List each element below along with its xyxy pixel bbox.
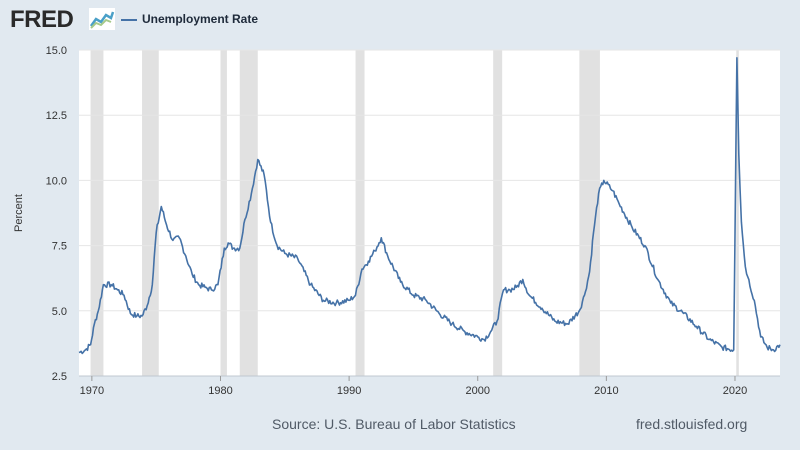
x-tick-label: 1970 xyxy=(80,385,104,397)
recession-band xyxy=(579,50,600,376)
series-layer xyxy=(78,56,781,355)
recession-band xyxy=(239,50,258,376)
recession-band xyxy=(90,50,104,376)
x-tick-label: 2000 xyxy=(465,385,489,397)
y-tick-label: 7.5 xyxy=(52,241,67,253)
y-tick-label: 12.5 xyxy=(46,110,67,122)
x-tick-label: 2010 xyxy=(594,385,618,397)
x-tick-label: 1990 xyxy=(337,385,361,397)
axes: 2.5 5.0 7.5 10.0 12.5 15.0 1970 1980 1990 2000 201… xyxy=(13,45,780,397)
source-note: Source: U.S. Bureau of Labor Statistics xyxy=(272,416,516,432)
y-tick-label: 10.0 xyxy=(46,175,67,187)
x-tick-label: 1980 xyxy=(208,385,232,397)
chart-header: FRED Unemployment Rate xyxy=(0,0,800,40)
fred-logo: FRED xyxy=(10,6,74,33)
y-tick-label: 5.0 xyxy=(52,306,67,318)
legend-line-swatch xyxy=(121,19,137,21)
series-line-unemployment-rate[interactable] xyxy=(78,56,781,355)
y-axis-title: Percent xyxy=(13,194,25,232)
y-tick-label: 15.0 xyxy=(46,45,67,57)
recession-band xyxy=(493,50,503,376)
legend-series-label[interactable]: Unemployment Rate xyxy=(142,12,259,26)
plot-area xyxy=(79,50,780,376)
recession-band xyxy=(355,50,365,376)
recession-band xyxy=(142,50,159,376)
x-tick-label: 2020 xyxy=(723,385,747,397)
fred-logo-chart-icon xyxy=(89,8,115,30)
recession-band xyxy=(220,50,227,376)
grid-lines xyxy=(79,49,780,377)
recession-band xyxy=(736,50,739,376)
recession-bands xyxy=(90,50,739,376)
fred-url-link[interactable]: fred.stlouisfed.org xyxy=(636,416,748,432)
y-tick-label: 2.5 xyxy=(52,371,67,383)
